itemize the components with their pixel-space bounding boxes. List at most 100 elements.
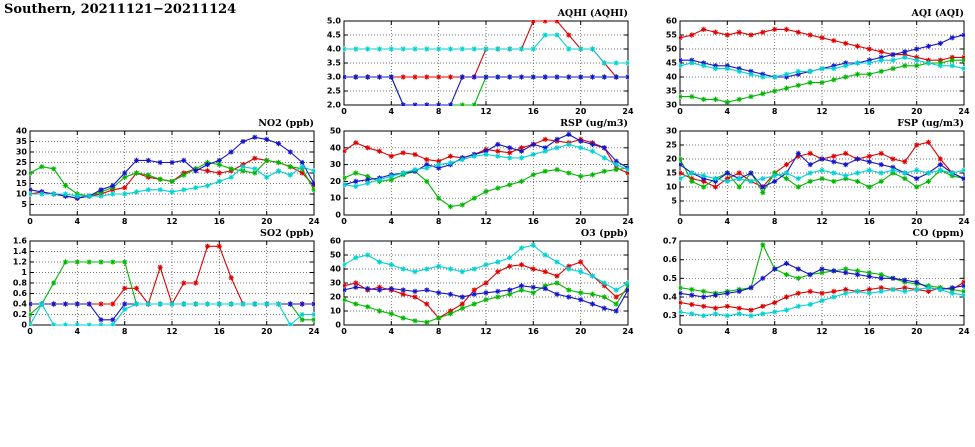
y-tick-label: 2.0 (327, 101, 342, 110)
y-tick-label: 5 (21, 200, 27, 209)
y-tick-label: 35 (666, 87, 678, 96)
plot-border (679, 20, 965, 106)
x-tick-label: 24 (958, 327, 970, 335)
chart-co-svg: 0.3 0.4 0.5 0.6 0.7 0 4 8 12 16 20 24 CO (ppm) (663, 228, 970, 335)
x-tick-label: 20 (261, 217, 273, 225)
y-tick-label: 0.4 (663, 293, 678, 302)
x-tick-label: 16 (864, 217, 876, 225)
x-tick-label: 24 (958, 107, 970, 115)
x-tick-label: 8 (122, 327, 128, 335)
y-tick-label: 0.2 (13, 310, 27, 319)
y-tick-label: 50 (330, 251, 342, 260)
x-tick-label: 8 (772, 327, 778, 335)
x-tick-label: 8 (436, 327, 442, 335)
y-tick-label: 0.4 (13, 300, 28, 309)
x-tick-label: 12 (480, 327, 491, 335)
x-tick-label: 0 (677, 107, 683, 115)
x-tick-label: 8 (772, 217, 778, 225)
y-tick-label: 0 (21, 321, 27, 330)
x-tick-label: 12 (816, 327, 827, 335)
x-tick-label: 0 (341, 107, 347, 115)
chart-o3-svg: 0 10 20 30 40 50 60 0 4 8 12 16 20 24 O3 (ppb) (330, 228, 634, 335)
chart-rsp: 0 10 20 30 40 50 0 4 8 12 16 20 24 RSP (ug/m3) (314, 113, 636, 225)
x-tick-label: 24 (958, 217, 970, 225)
y-tick-label: 15 (666, 169, 678, 178)
y-tick-label: 20 (330, 177, 342, 186)
x-tick-label: 20 (575, 107, 587, 115)
series-cyan (343, 242, 629, 293)
y-tick-label: 40 (666, 73, 678, 82)
y-tick-label: 5 (671, 197, 677, 206)
series-cyan (343, 141, 629, 189)
chart-so2: 0 0.2 0.4 0.6 0.8 1 1.2 1.4 1.6 0 4 8 12 16 20 24 SO2 (p… (0, 223, 322, 335)
x-tick-label: 24 (622, 217, 634, 225)
chart-title: RSP (ug/m3) (560, 118, 628, 129)
y-tick-label: 50 (330, 127, 342, 136)
x-tick-label: 24 (622, 327, 634, 335)
x-tick-label: 4 (389, 107, 395, 115)
y-tick-label: 5.0 (327, 17, 342, 26)
y-tick-label: 30 (666, 127, 678, 136)
x-tick-label: 16 (528, 107, 540, 115)
y-tick-label: 10 (16, 190, 28, 199)
x-tick-label: 24 (622, 107, 634, 115)
x-tick-label: 0 (677, 327, 683, 335)
x-tick-label: 16 (864, 327, 876, 335)
x-tick-label: 20 (575, 217, 587, 225)
y-tick-label: 1.4 (13, 247, 28, 256)
series-green (679, 57, 965, 105)
x-tick-label: 4 (75, 327, 81, 335)
x-tick-label: 12 (480, 217, 491, 225)
x-tick-label: 0 (341, 217, 347, 225)
x-tick-label: 0 (341, 327, 347, 335)
y-tick-label: 0 (335, 321, 341, 330)
x-tick-label: 8 (436, 217, 442, 225)
y-tick-label: 1.6 (13, 237, 28, 246)
x-tick-label: 24 (308, 327, 320, 335)
y-tick-label: 4.5 (327, 31, 342, 40)
y-tick-label: 4.0 (327, 45, 342, 54)
series-red (679, 26, 965, 63)
y-tick-label: 25 (16, 158, 28, 167)
chart-no2: 5 10 15 20 25 30 35 40 0 4 8 12 16 20 24 NO2 (ppb) (0, 113, 322, 225)
x-tick-label: 4 (75, 217, 81, 225)
x-tick-label: 4 (725, 327, 731, 335)
chart-aqi-svg: 30 35 40 45 50 55 60 0 4 8 12 16 20 24 AQI (AQI) (666, 8, 970, 115)
y-tick-label: 1.2 (13, 258, 27, 267)
chart-aqhi-svg: 2.0 2.5 3.0 3.5 4.0 4.5 5.0 0 4 8 12 16 20 24 AQHI (AQ… (327, 8, 634, 115)
y-tick-label: 40 (16, 127, 28, 136)
chart-title: AQHI (AQHI) (557, 8, 628, 19)
y-tick-label: 20 (330, 293, 342, 302)
y-tick-label: 0.7 (663, 237, 677, 246)
x-tick-label: 16 (528, 327, 540, 335)
y-tick-label: 30 (330, 279, 342, 288)
y-tick-label: 40 (330, 143, 342, 152)
x-tick-label: 4 (389, 217, 395, 225)
chart-title: NO2 (ppb) (258, 118, 314, 129)
x-tick-label: 12 (816, 107, 827, 115)
x-tick-label: 16 (528, 217, 540, 225)
y-tick-label: 30 (666, 101, 678, 110)
y-tick-label: 0.6 (663, 255, 678, 264)
x-tick-label: 12 (480, 107, 491, 115)
chart-aqi: 30 35 40 45 50 55 60 0 4 8 12 16 20 24 AQI (AQI) (650, 3, 972, 115)
x-tick-label: 4 (725, 217, 731, 225)
y-tick-label: 30 (330, 160, 342, 169)
chart-fsp: 5 10 15 20 25 30 0 4 8 12 16 20 24 FSP (ug/m3) (650, 113, 972, 225)
x-tick-label: 0 (27, 217, 33, 225)
chart-title: O3 (ppb) (581, 228, 628, 239)
series-cyan (679, 167, 965, 184)
y-tick-label: 0 (335, 211, 341, 220)
x-tick-label: 20 (911, 107, 923, 115)
series-green (343, 280, 629, 325)
series-cyan (343, 32, 629, 66)
y-tick-label: 60 (330, 237, 342, 246)
x-tick-label: 12 (166, 327, 177, 335)
y-tick-label: 35 (16, 137, 28, 146)
series-cyan (679, 54, 965, 80)
x-tick-label: 12 (166, 217, 177, 225)
series-blue (343, 74, 629, 106)
chart-aqhi: 2.0 2.5 3.0 3.5 4.0 4.5 5.0 0 4 8 12 16 20 24 AQHI (AQ… (314, 3, 636, 115)
y-tick-label: 60 (666, 17, 678, 26)
